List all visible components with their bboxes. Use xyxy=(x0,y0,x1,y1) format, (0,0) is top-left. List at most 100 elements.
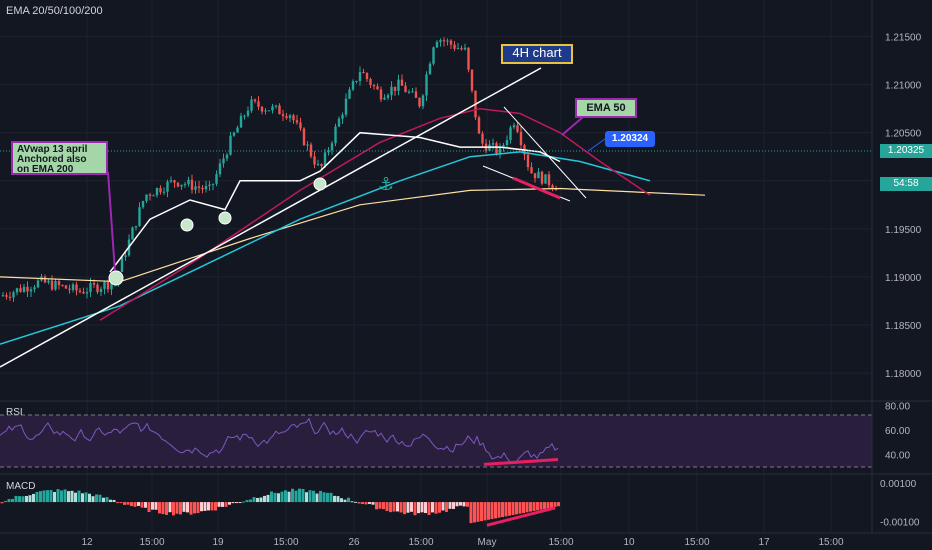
candle-body xyxy=(544,174,547,184)
macd-bar xyxy=(329,492,333,503)
candle-body xyxy=(456,48,460,50)
candle-body xyxy=(470,69,474,91)
macd-bar xyxy=(70,490,74,503)
time-tick-label: 15:00 xyxy=(548,537,573,548)
candle-body xyxy=(439,40,442,42)
macd-bar xyxy=(25,495,28,503)
touch-marker-2 xyxy=(218,211,232,225)
macd-bar xyxy=(182,502,186,512)
candle-body xyxy=(292,115,295,121)
macd-bar xyxy=(389,502,392,513)
candle-body xyxy=(425,74,428,96)
macd-bar xyxy=(441,502,445,511)
candle-body xyxy=(236,127,239,133)
candle-body xyxy=(204,185,208,190)
candle-body xyxy=(190,179,194,190)
macd-bar xyxy=(557,502,560,507)
rsi-line xyxy=(0,417,559,463)
macd-bar xyxy=(319,490,322,503)
candles xyxy=(1,37,558,302)
candle-body xyxy=(176,182,180,187)
macd-bar xyxy=(224,502,228,507)
price-flag[interactable]: 1.20324 xyxy=(605,131,655,147)
macd-bar xyxy=(347,497,350,503)
macd-bar xyxy=(228,502,231,505)
price-tick-label: 1.21500 xyxy=(885,33,922,44)
candle-body xyxy=(442,40,446,42)
macd-bar xyxy=(189,502,193,515)
candle-body xyxy=(295,120,299,123)
candle-body xyxy=(516,125,519,132)
candle-body xyxy=(183,184,187,186)
candle-body xyxy=(421,95,425,107)
macd-bar xyxy=(315,493,319,503)
candle-body xyxy=(327,150,330,153)
chart-title-note[interactable]: 4H chart xyxy=(501,44,573,64)
candle-body xyxy=(460,48,463,50)
macd-bar xyxy=(511,502,515,516)
candle-body xyxy=(134,225,138,228)
macd-bar xyxy=(532,502,536,511)
candle-body xyxy=(166,181,169,192)
touch-marker-3 xyxy=(313,177,327,191)
time-tick-label: 15:00 xyxy=(818,537,843,548)
macd-bar xyxy=(473,502,476,523)
macd-bar xyxy=(196,502,200,514)
candle-body xyxy=(537,171,540,179)
macd-bar xyxy=(431,502,434,513)
macd-bar xyxy=(490,502,494,520)
macd-bar xyxy=(368,502,371,504)
macd-bar xyxy=(231,502,235,504)
ema50-note[interactable]: EMA 50 xyxy=(575,98,637,118)
macd-bar xyxy=(378,502,382,509)
indicator-legend[interactable]: EMA 20/50/100/200 xyxy=(6,5,103,17)
macd-bar xyxy=(417,502,420,514)
macd-bar xyxy=(4,501,7,503)
candle-body xyxy=(120,256,124,272)
candle-body xyxy=(414,91,418,98)
macd-bar xyxy=(270,491,273,503)
price-flag-connector xyxy=(587,138,606,152)
candle-body xyxy=(519,131,523,146)
candle-body xyxy=(173,180,176,183)
rsi-divergence-line xyxy=(483,457,559,466)
macd-bar xyxy=(308,490,312,503)
candle-body xyxy=(526,154,530,168)
macd-bar xyxy=(98,494,102,503)
candle-body xyxy=(92,283,96,285)
macd-bar xyxy=(7,499,11,503)
macd-bar xyxy=(252,497,256,503)
macd-bar xyxy=(130,502,133,507)
macd-bar xyxy=(462,502,466,507)
macd-bar xyxy=(403,502,406,515)
candle-body xyxy=(36,280,40,288)
macd-bar xyxy=(525,502,529,513)
candle-body xyxy=(386,95,390,98)
anchor-icon: ⚓ xyxy=(378,174,394,195)
candle-body xyxy=(26,286,29,292)
candle-body xyxy=(155,187,159,196)
macd-bar xyxy=(546,502,550,509)
candle-body xyxy=(8,296,12,298)
candle-body xyxy=(393,86,397,91)
macd-bar xyxy=(543,502,546,509)
avwap-note[interactable]: AVwap 13 april Anchored also on EMA 200 xyxy=(11,141,108,175)
candle-body xyxy=(271,106,274,111)
price-tick-label: 1.19500 xyxy=(885,225,922,236)
macd-bar xyxy=(382,502,385,510)
macd-bar xyxy=(207,502,210,511)
candle-body xyxy=(246,110,250,116)
countdown-tag: 54:58 xyxy=(880,177,932,191)
trendline-main xyxy=(0,67,542,368)
candle-body xyxy=(71,284,75,290)
macd-bar xyxy=(46,490,49,503)
avwap-anchor-marker xyxy=(108,270,124,286)
candle-body xyxy=(481,133,484,144)
candle-body xyxy=(467,47,470,70)
candle-body xyxy=(278,105,281,115)
macd-bar xyxy=(504,502,508,517)
time-tick-label: 12 xyxy=(81,537,93,548)
candle-body xyxy=(320,163,323,167)
macd-bar xyxy=(459,502,462,506)
macd-bar xyxy=(161,502,165,515)
